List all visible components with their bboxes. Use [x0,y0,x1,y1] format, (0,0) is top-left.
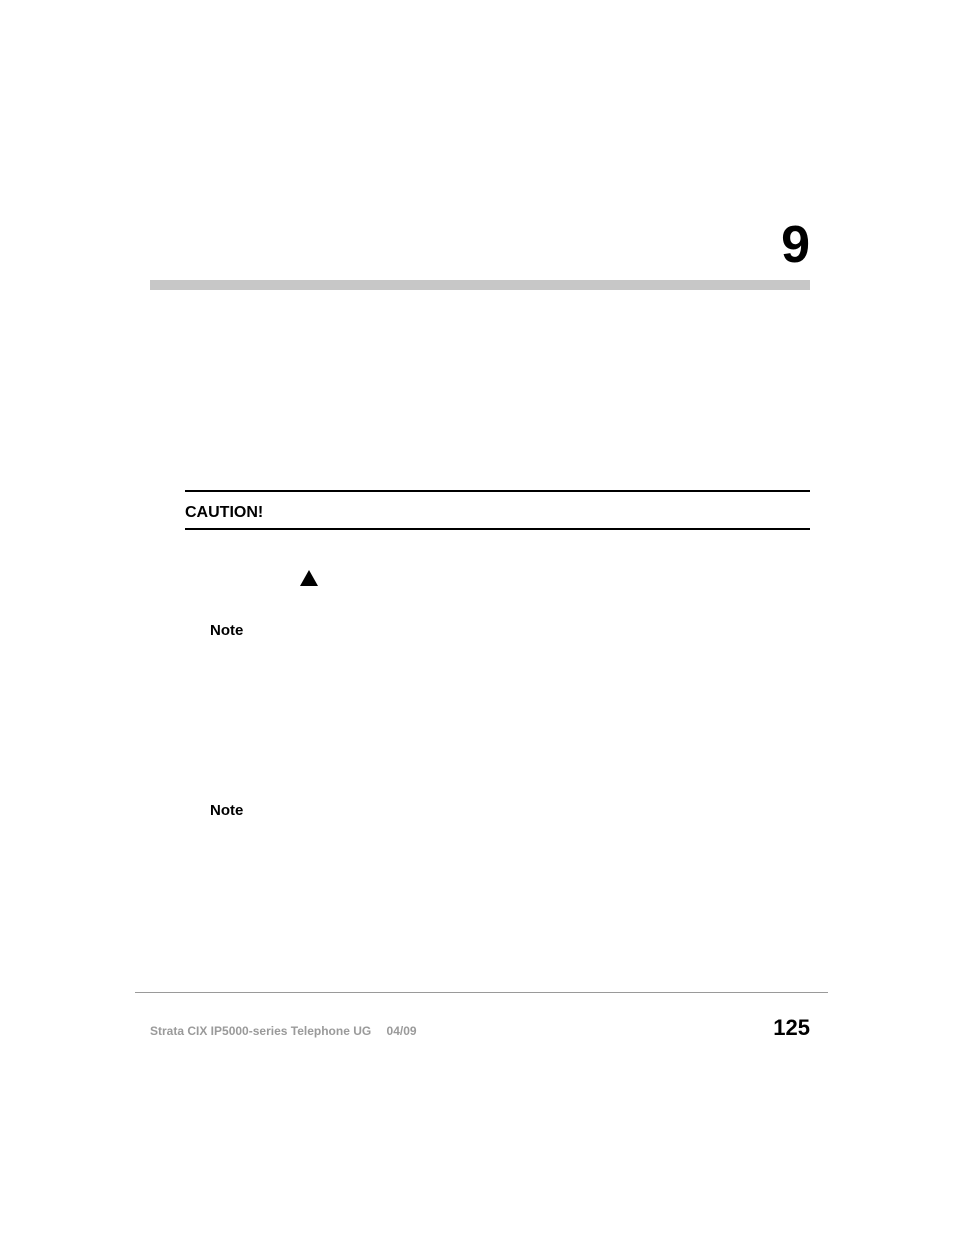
chapter-divider-rule [150,280,810,290]
footer-date: 04/09 [387,1024,417,1038]
footer-doc-title: Strata CIX IP5000-series Telephone UG [150,1024,371,1038]
footer-divider-rule [135,992,828,993]
caution-label: CAUTION! [185,504,263,522]
triangle-bullet-icon [300,570,318,586]
note-label-1: Note [210,622,243,639]
document-page: 9 CAUTION! Note Note Strata CIX IP5000-s… [0,0,954,1235]
footer-left: Strata CIX IP5000-series Telephone UG 04… [150,1024,417,1038]
caution-rule-top [185,490,810,492]
note-label-2: Note [210,802,243,819]
chapter-number: 9 [781,215,810,275]
caution-rule-bottom [185,528,810,530]
footer: Strata CIX IP5000-series Telephone UG 04… [150,1015,810,1041]
page-number: 125 [773,1015,810,1041]
